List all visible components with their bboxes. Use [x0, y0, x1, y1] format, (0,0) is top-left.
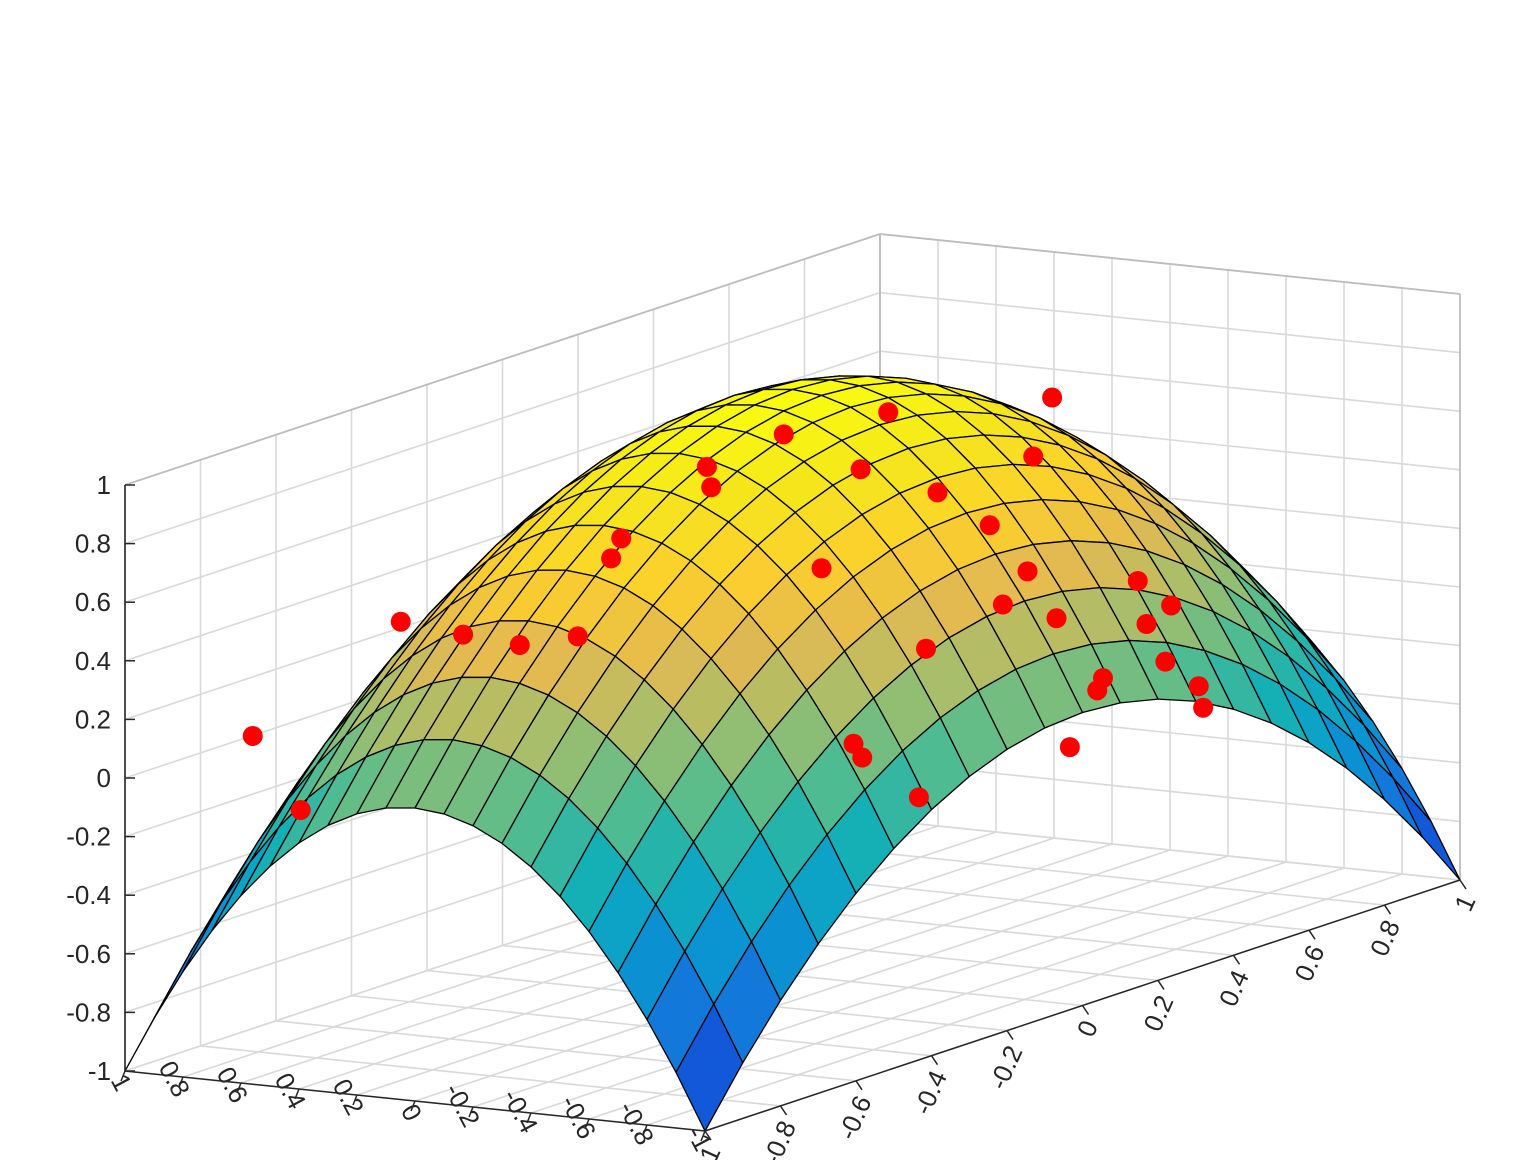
floor-gridline-y [472, 855, 1229, 1108]
data-point [1161, 595, 1182, 616]
z-tick-label: -0.2 [66, 822, 111, 852]
z-tick-label: -0.6 [66, 939, 111, 969]
x-tick-label: 0 [1071, 1016, 1104, 1041]
data-point [567, 626, 588, 647]
data-point [1193, 697, 1214, 718]
x-tick-label: -0.6 [832, 1091, 878, 1144]
data-point [1046, 608, 1067, 629]
scatter-points [242, 387, 1214, 821]
floor-gridline-y [646, 873, 1403, 1126]
x-tick-label: 0.4 [1213, 966, 1255, 1011]
x-tick-label: -0.4 [907, 1066, 953, 1119]
y-tick-label: -0.2 [439, 1078, 487, 1132]
y-tick [294, 1088, 300, 1100]
data-point [979, 515, 1000, 536]
y-tick-label: 0.4 [269, 1068, 312, 1114]
data-point [1188, 676, 1209, 697]
y-tick [352, 1094, 358, 1106]
x-tick [1157, 979, 1165, 990]
y-tick [120, 1070, 126, 1082]
data-point [1059, 737, 1080, 758]
data-point [242, 725, 263, 746]
x-tick [930, 1055, 939, 1066]
y-tick [642, 1124, 648, 1136]
data-point [701, 477, 722, 498]
data-point [696, 456, 717, 477]
y-tick-label: -0.6 [555, 1090, 603, 1144]
data-point [1087, 680, 1108, 701]
data-point [1023, 446, 1044, 467]
data-point [916, 638, 936, 659]
x-tick [1459, 879, 1467, 890]
y-tick-label: 0.6 [211, 1062, 254, 1108]
data-point [290, 800, 311, 821]
x-tick [855, 1080, 863, 1091]
data-point [908, 787, 929, 808]
x-tick [1232, 954, 1241, 965]
wall-gridline-z [124, 291, 881, 545]
y-tick-label: 0 [395, 1099, 428, 1126]
wall-gridline-z [879, 350, 1461, 412]
y-tick [468, 1106, 474, 1118]
x-tick [779, 1105, 788, 1116]
data-point [1155, 651, 1176, 672]
data-point [773, 424, 794, 445]
data-point [1136, 614, 1157, 634]
x-tick [1006, 1030, 1014, 1041]
data-point [390, 611, 411, 632]
axis-ticks [120, 484, 1467, 1142]
x-tick [1081, 1005, 1090, 1015]
data-point [509, 635, 530, 656]
y-tick [700, 1130, 706, 1142]
y-tick-label: 0.2 [327, 1074, 370, 1120]
data-point [992, 594, 1013, 615]
wall-gridline-z [879, 291, 1461, 354]
z-tick-label: 0.4 [75, 646, 111, 676]
x-tick-label: 0.6 [1288, 940, 1330, 985]
y-tick-label: 0.8 [153, 1056, 196, 1102]
surface-cell [675, 1003, 744, 1132]
x-tick [1308, 929, 1316, 940]
z-tick-label: -0.4 [66, 880, 111, 910]
box-edge [124, 233, 881, 486]
y-tick-label: -0.4 [497, 1084, 545, 1138]
surface-mesh [124, 375, 1461, 1132]
y-tick [410, 1100, 416, 1112]
z-tick-label: 0.2 [75, 704, 111, 734]
data-point [1017, 561, 1038, 582]
x-tick [704, 1130, 712, 1141]
z-tick-label: 1 [97, 470, 111, 500]
data-point [811, 558, 832, 579]
y-tick [236, 1082, 242, 1094]
data-point [852, 747, 873, 768]
x-tick-label: -0.8 [756, 1116, 802, 1160]
z-tick-label: 0 [97, 763, 111, 793]
box-edge [879, 233, 1461, 295]
x-tick-label: -0.2 [983, 1041, 1029, 1094]
x-tick-label: 0.8 [1364, 915, 1406, 960]
y-tick [526, 1112, 532, 1124]
y-tick [178, 1076, 184, 1088]
z-tick-label: -0.8 [66, 997, 111, 1027]
z-tick-label: 0.6 [75, 587, 111, 617]
y-tick [584, 1118, 590, 1130]
x-tick-label: 0.2 [1137, 991, 1179, 1036]
floor-gridline-y [530, 861, 1287, 1114]
x-tick [1383, 904, 1392, 915]
z-tick-label: 0.8 [75, 529, 111, 559]
data-point [601, 548, 622, 569]
data-point [878, 402, 899, 423]
data-point [1127, 570, 1148, 591]
y-tick-label: -0.8 [613, 1096, 661, 1150]
z-tick-label: -1 [88, 1056, 111, 1086]
data-point [850, 459, 871, 480]
data-point [453, 624, 474, 645]
data-point [1042, 387, 1063, 408]
data-point [927, 482, 948, 503]
data-point [611, 528, 632, 549]
x-tick-label: 1 [1448, 890, 1481, 915]
